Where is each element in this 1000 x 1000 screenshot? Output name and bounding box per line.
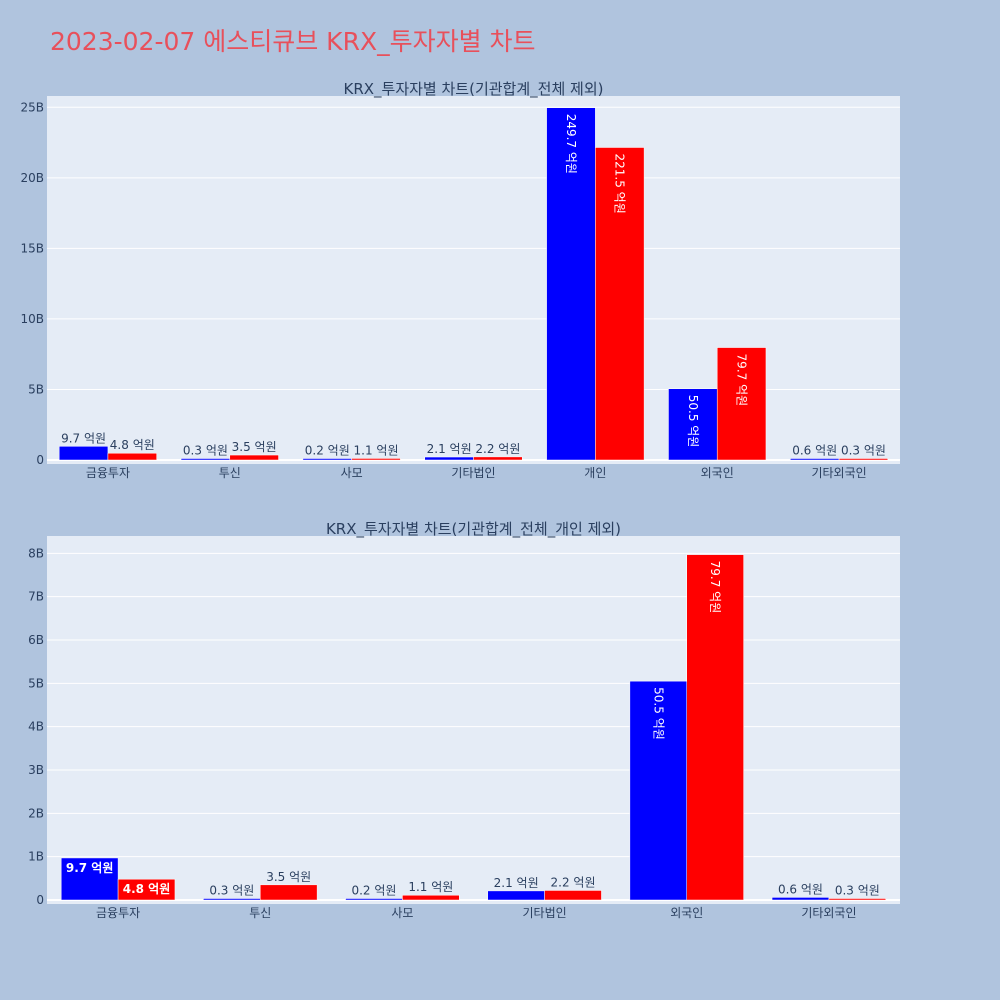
y-tick-label: 4B [28,720,44,734]
y-tick-label: 20B [20,171,44,185]
bar-buy [668,388,718,461]
bar-value-label: 0.3 억원 [835,884,880,898]
bar-value-label: 221.5 억원 [613,153,627,213]
bar-buy [424,456,474,461]
bar-value-label: 79.7 억원 [735,354,749,407]
bar-value-label: 2.2 억원 [551,875,596,889]
bar-buy [203,898,261,901]
y-tick-label: 0 [36,893,44,907]
bar-value-label: 0.6 억원 [778,882,823,896]
y-tick-label: 3B [28,763,44,777]
bar-value-label: 1.1 억원 [408,880,453,894]
x-tick-label: 금융투자 [96,906,140,920]
y-tick-label: 0 [36,453,44,467]
bar-value-label: 0.3 억원 [841,444,886,458]
bar-value-label: 0.3 억원 [209,884,254,898]
bar-value-label: 2.1 억원 [427,442,472,456]
x-tick-label: 기타외국인 [801,906,856,920]
bar-value-label: 50.5 억원 [651,687,665,740]
bar-sell [686,554,744,901]
x-tick-label: 기타법인 [522,906,566,920]
page-title: 2023-02-07 에스티큐브 KRX_투자자별 차트 [50,27,536,56]
bar-value-label: 0.2 억원 [351,884,396,898]
bar-sell [107,452,157,461]
bar-value-label: 0.3 억원 [183,444,228,458]
bar-value-label: 1.1 억원 [354,443,399,457]
bar-value-label: 9.7 억원 [61,431,106,445]
bar-buy [180,458,231,461]
x-tick-label: 사모 [341,466,363,480]
bar-value-label: 3.5 억원 [232,440,277,454]
bar-sell [229,454,279,461]
bar-buy [302,458,352,461]
x-tick-label: 개인 [584,466,606,480]
chart-title: KRX_투자자별 차트(기관합계_전체_개인 제외) [326,520,621,539]
bar-sell [544,890,602,901]
y-tick-label: 1B [28,850,44,864]
bar-value-label: 249.7 억원 [564,114,578,174]
bar-buy [345,898,403,901]
chart-title: KRX_투자자별 차트(기관합계_전체 제외) [344,80,604,99]
x-tick-label: 외국인 [701,466,734,480]
bar-sell [260,884,318,901]
y-tick-label: 25B [20,100,44,114]
bar-sell [595,147,645,461]
bar-sell [828,898,887,901]
bar-value-label: 3.5 억원 [266,870,311,884]
bar-buy [629,680,688,901]
plot-area [47,536,900,904]
x-tick-label: 기타법인 [451,466,495,480]
y-tick-label: 8B [28,546,44,560]
x-tick-label: 투신 [219,466,241,480]
chart-1: KRX_투자자별 차트(기관합계_전체 제외) 0 5B 10B 15B 20B 25B 금융… [20,80,900,480]
plot-area [47,96,900,464]
bar-value-label: 9.7 억원 [66,861,114,875]
bar-value-label: 4.8 억원 [123,882,171,896]
y-tick-label: 2B [28,806,44,820]
bar-value-label: 0.6 억원 [792,444,837,458]
y-tick-label: 5B [28,676,44,690]
chart-2: KRX_투자자별 차트(기관합계_전체_개인 제외) 0 1B 2B 3B 4B 5B 6B 7… [28,520,900,920]
y-tick-label: 5B [28,382,44,396]
bar-sell [351,458,401,461]
bar-sell [117,878,176,901]
y-tick-label: 10B [20,312,44,326]
y-tick-label: 15B [20,241,44,255]
y-tick-label: 7B [28,590,44,604]
bar-sell [402,894,460,901]
bar-value-label: 79.7 억원 [708,561,722,614]
bar-value-label: 50.5 억원 [686,395,700,448]
bar-value-label: 0.2 억원 [305,444,350,458]
bar-value-label: 2.1 억원 [494,876,539,890]
x-tick-label: 외국인 [670,906,703,920]
bar-buy [487,890,545,901]
bar-buy [58,446,109,461]
x-tick-label: 투신 [249,906,271,920]
bar-sell [473,456,523,461]
y-tick-label: 6B [28,633,44,647]
bar-value-label: 2.2 억원 [475,442,520,456]
bar-sell [838,458,889,461]
x-tick-label: 사모 [391,906,413,920]
x-tick-label: 금융투자 [86,466,130,480]
x-tick-label: 기타외국인 [811,466,866,480]
bar-value-label: 4.8 억원 [110,438,155,452]
bar-buy [771,897,830,901]
bar-buy [790,458,840,461]
bar-sell [716,347,767,461]
